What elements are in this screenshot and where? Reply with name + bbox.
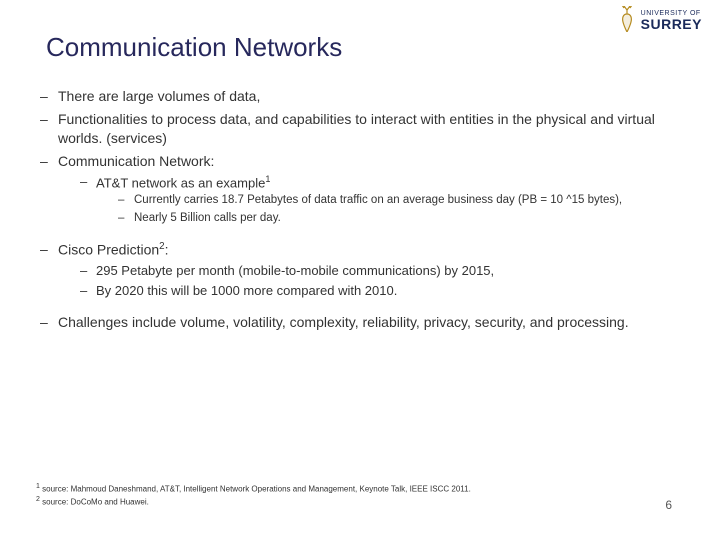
bullet-item: By 2020 this will be 1000 more compared …: [80, 282, 684, 300]
spacer: [36, 230, 684, 240]
bullet-text: :: [165, 242, 169, 258]
bullet-item: There are large volumes of data,: [40, 87, 684, 106]
bullet-text: Cisco Prediction: [58, 242, 159, 258]
footnote-text: source: DoCoMo and Huawei.: [40, 498, 149, 507]
bullet-item: Functionalities to process data, and cap…: [40, 110, 684, 148]
bullet-list: Cisco Prediction2: 295 Petabyte per mont…: [36, 240, 684, 299]
bullet-item: Cisco Prediction2: 295 Petabyte per mont…: [40, 240, 684, 299]
bullet-item: 295 Petabyte per month (mobile-to-mobile…: [80, 262, 684, 280]
bullet-item: Communication Network: AT&T network as a…: [40, 152, 684, 227]
bullet-item: Currently carries 18.7 Petabytes of data…: [118, 193, 684, 209]
sub-sub-list: Currently carries 18.7 Petabytes of data…: [96, 193, 684, 226]
page-title: Communication Networks: [46, 32, 684, 63]
bullet-text: AT&T network as an example: [96, 175, 265, 190]
bullet-list: Challenges include volume, volatility, c…: [36, 313, 684, 332]
footnote-text: source: Mahmoud Daneshmand, AT&T, Intell…: [40, 485, 471, 494]
slide: UNIVERSITY OF SURREY Communication Netwo…: [0, 0, 720, 540]
spacer: [36, 303, 684, 313]
sub-list: AT&T network as an example1 Currently ca…: [58, 173, 684, 227]
bullet-item: Nearly 5 Billion calls per day.: [118, 211, 684, 227]
bullet-item-challenges: Challenges include volume, volatility, c…: [40, 313, 684, 332]
bullet-text: Communication Network:: [58, 153, 214, 169]
bullet-list: There are large volumes of data, Functio…: [36, 87, 684, 226]
stag-icon: [617, 6, 637, 36]
page-number: 6: [665, 498, 672, 512]
footnote-1: 1 source: Mahmoud Daneshmand, AT&T, Inte…: [36, 482, 471, 495]
university-logo: UNIVERSITY OF SURREY: [617, 6, 702, 36]
bullet-item: AT&T network as an example1 Currently ca…: [80, 173, 684, 227]
footnote-2: 2 source: DoCoMo and Huawei.: [36, 495, 471, 508]
sub-list: 295 Petabyte per month (mobile-to-mobile…: [58, 262, 684, 299]
footnotes: 1 source: Mahmoud Daneshmand, AT&T, Inte…: [36, 482, 471, 508]
logo-text: UNIVERSITY OF SURREY: [641, 10, 702, 32]
superscript: 1: [265, 174, 270, 184]
logo-bottom-line: SURREY: [641, 17, 702, 32]
